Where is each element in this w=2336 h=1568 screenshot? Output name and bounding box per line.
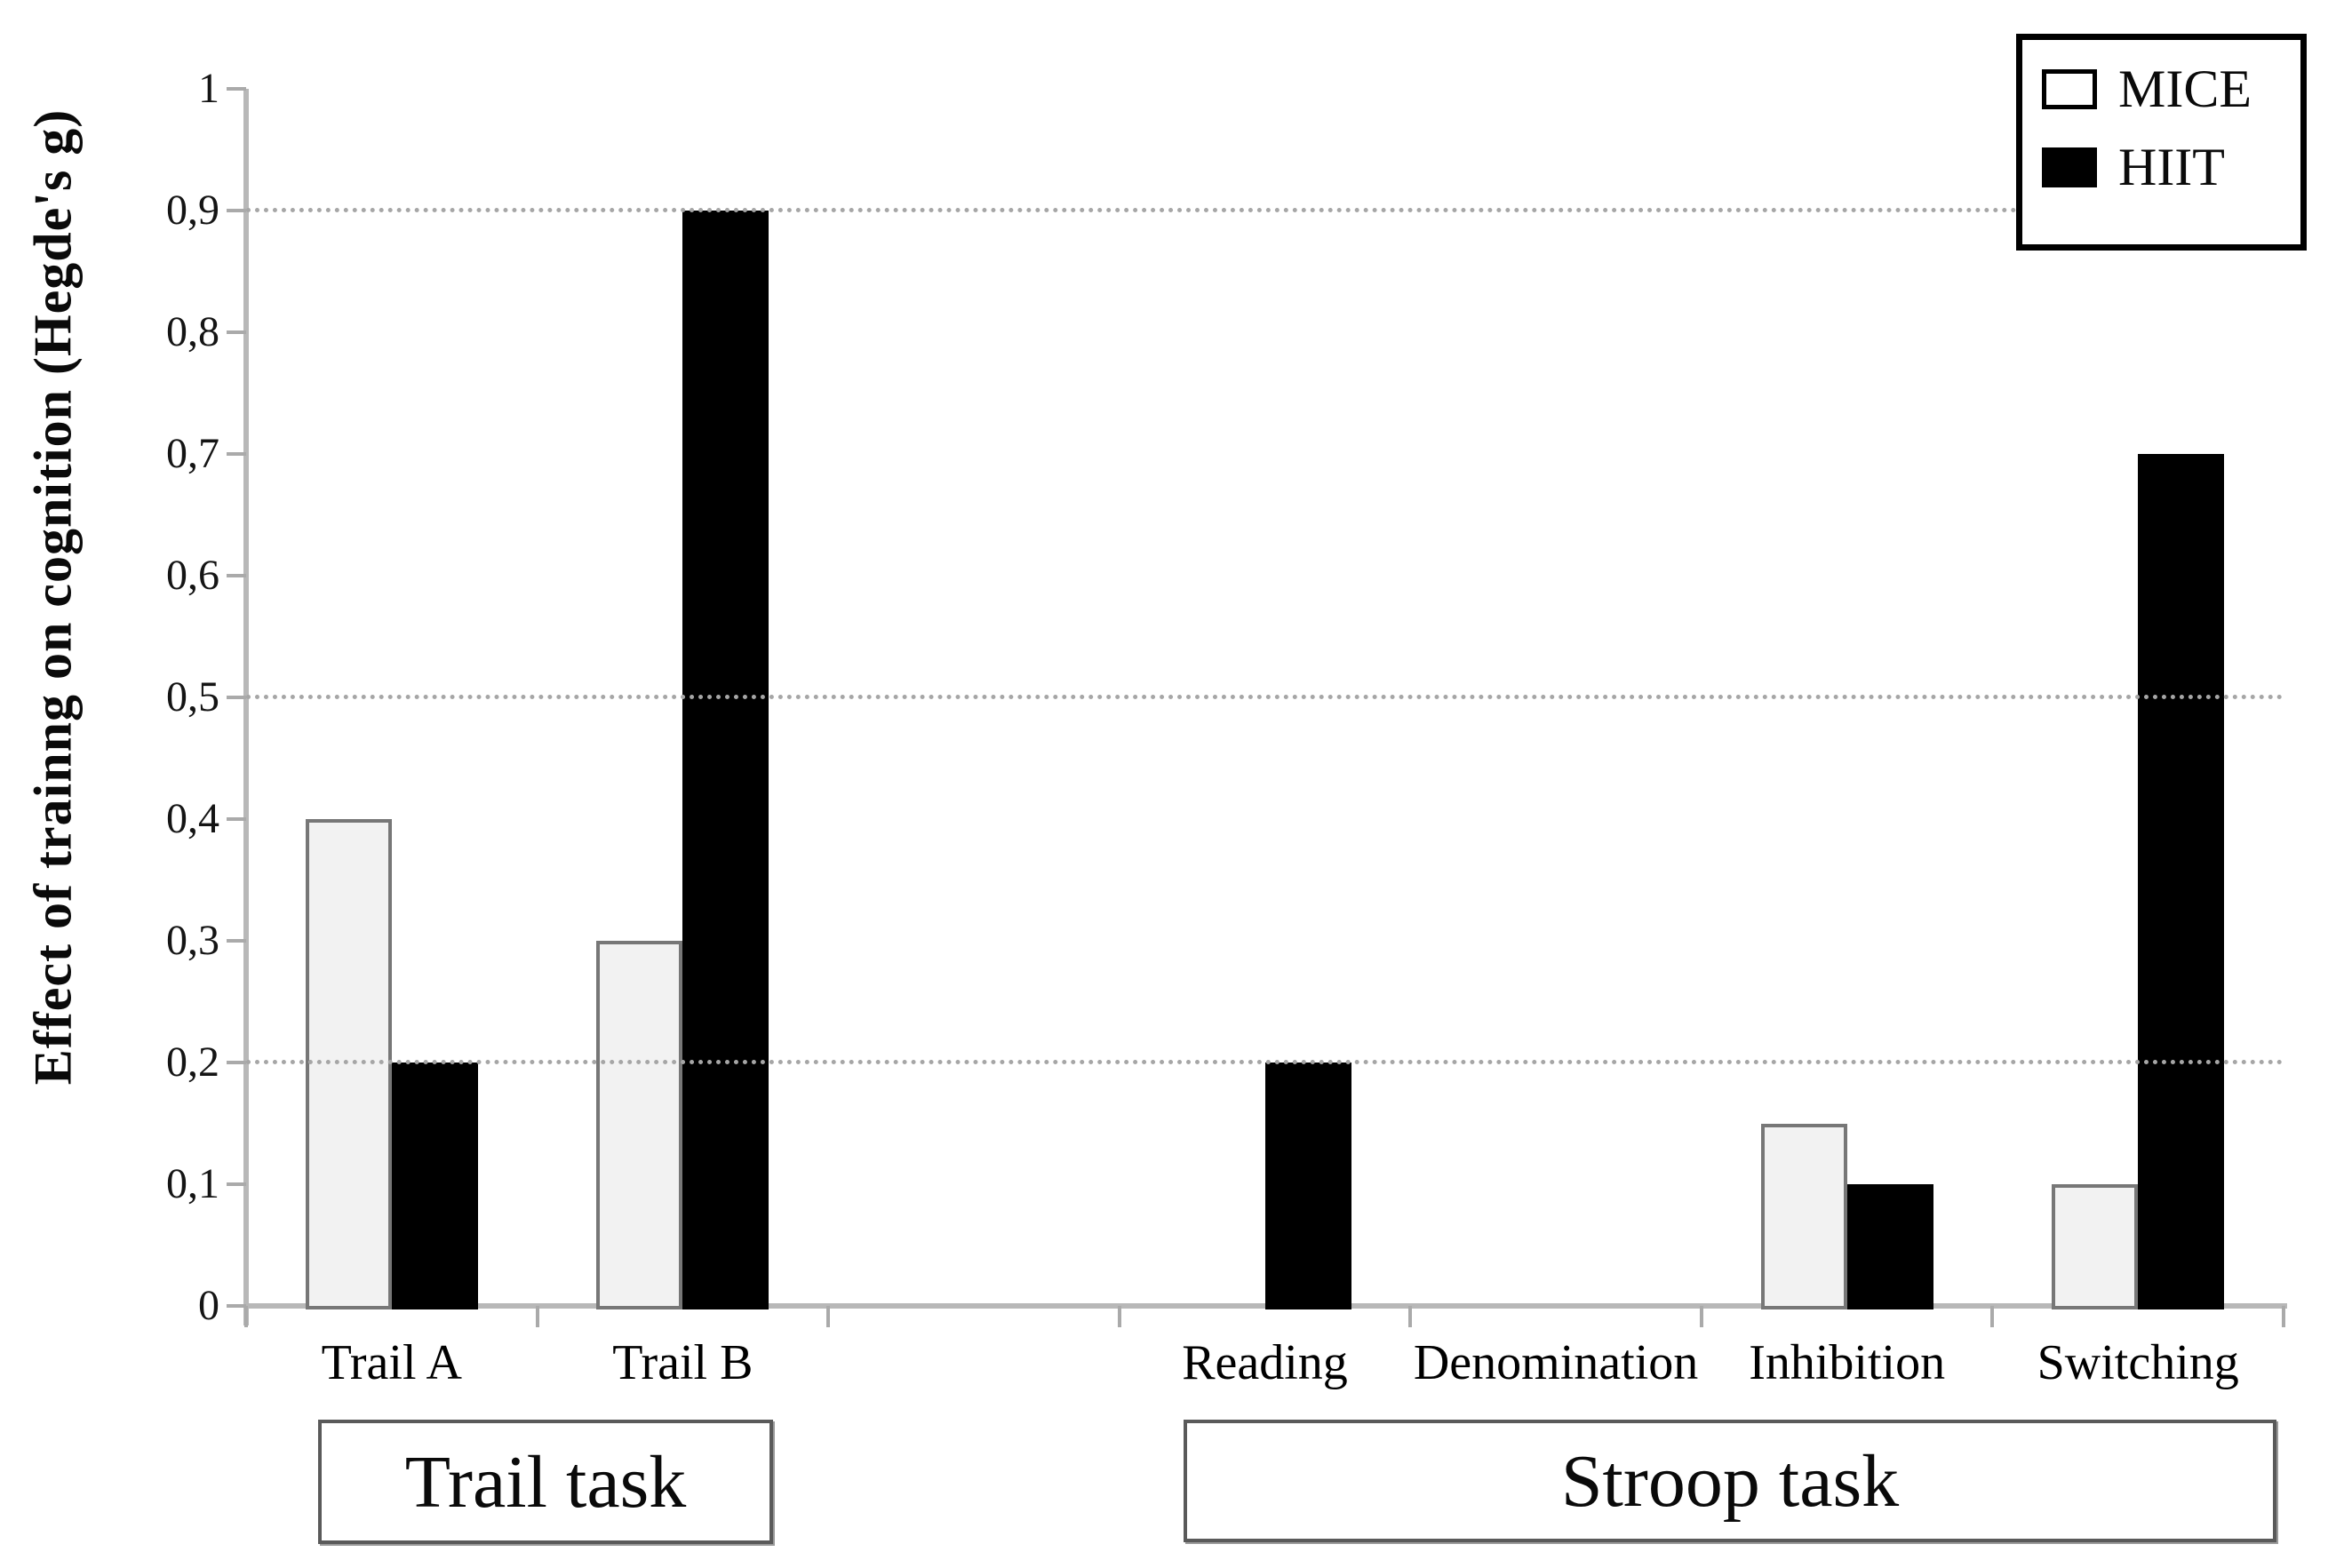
x-tick-3 — [1117, 1306, 1121, 1327]
group-box-stroop-task: Stroop task — [1184, 1420, 2276, 1542]
category-label-trail-a: Trail A — [321, 1335, 462, 1390]
y-tick-label-0-5: 0,5 — [166, 673, 219, 720]
gridline-0-2 — [246, 1060, 2284, 1064]
y-tick-label-0-6: 0,6 — [166, 552, 219, 599]
bar-trail-b-mice — [596, 941, 683, 1309]
x-tick-2 — [826, 1306, 831, 1327]
y-tick-0-8 — [227, 330, 246, 334]
group-label-trail-task: Trail task — [404, 1440, 687, 1524]
legend-label-mice: MICE — [2118, 60, 2252, 118]
category-label-switching: Switching — [2037, 1335, 2239, 1390]
y-tick-0-1 — [227, 1182, 246, 1186]
legend: MICE HIIT — [2016, 34, 2307, 251]
y-tick-0-3 — [227, 939, 246, 943]
y-tick-0-6 — [227, 574, 246, 577]
y-tick-label-0-4: 0,4 — [166, 795, 219, 842]
bar-inhibition-mice — [1760, 1123, 1847, 1309]
y-tick-label-0: 0 — [198, 1282, 219, 1329]
y-tick-label-0-8: 0,8 — [166, 308, 219, 355]
y-tick-label-0-3: 0,3 — [166, 917, 219, 964]
x-tick-5 — [1699, 1306, 1703, 1327]
y-tick-0-2 — [227, 1061, 246, 1064]
legend-label-hiit: HIIT — [2118, 138, 2225, 196]
y-tick-0-7 — [227, 452, 246, 456]
y-tick-label-1: 1 — [198, 65, 219, 112]
hiit-swatch-icon — [2042, 147, 2097, 187]
group-label-stroop-task: Stroop task — [1560, 1439, 1900, 1523]
category-label-reading: Reading — [1182, 1335, 1348, 1390]
y-tick-label-0-2: 0,2 — [166, 1039, 219, 1086]
bar-switching-hiit — [2138, 454, 2225, 1309]
y-tick-0-5 — [227, 696, 246, 699]
y-tick-0-9 — [227, 209, 246, 212]
gridline-0-5 — [246, 695, 2284, 699]
group-box-trail-task: Trail task — [318, 1420, 773, 1544]
y-tick-0-4 — [227, 817, 246, 821]
bar-trail-a-mice — [305, 819, 392, 1309]
y-axis-line — [243, 89, 249, 1325]
category-label-trail-b: Trail B — [612, 1335, 753, 1390]
category-label-denomination: Denomination — [1413, 1335, 1699, 1390]
bar-trail-b-hiit — [682, 211, 769, 1309]
y-tick-0 — [227, 1304, 246, 1308]
bar-switching-mice — [2052, 1184, 2139, 1309]
category-label-inhibition: Inhibition — [1749, 1335, 1946, 1390]
bar-inhibition-hiit — [1846, 1184, 1933, 1309]
x-tick-4 — [1408, 1306, 1413, 1327]
legend-item-hiit: HIIT — [2042, 139, 2300, 195]
y-axis-title: Effect of trainng on cognition (Hegde's … — [23, 108, 83, 1086]
x-tick-0 — [244, 1306, 248, 1327]
gridline-0-9 — [246, 208, 2284, 212]
y-tick-label-0-7: 0,7 — [166, 430, 219, 477]
x-tick-7 — [2282, 1306, 2285, 1327]
y-tick-label-0-1: 0,1 — [166, 1160, 219, 1207]
y-tick-1 — [227, 87, 246, 91]
legend-item-mice: MICE — [2042, 61, 2300, 116]
bar-reading-hiit — [1264, 1063, 1351, 1309]
x-tick-1 — [535, 1306, 539, 1327]
x-tick-6 — [1990, 1306, 1995, 1327]
bar-trail-a-hiit — [391, 1063, 478, 1309]
mice-swatch-icon — [2042, 68, 2097, 109]
y-tick-label-0-9: 0,9 — [166, 187, 219, 234]
